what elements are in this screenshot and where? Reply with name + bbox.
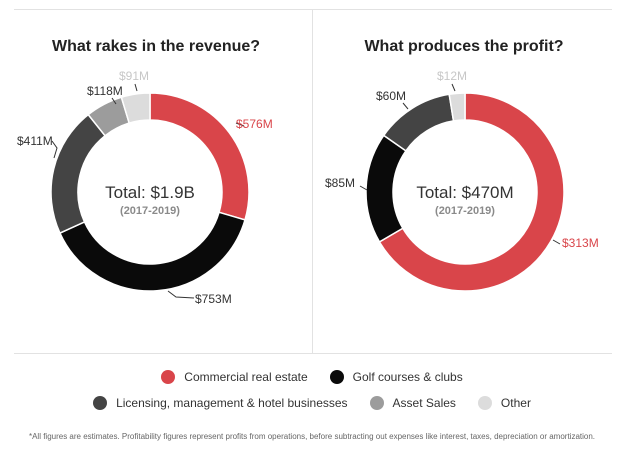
legend-swatch-licensing <box>93 396 108 410</box>
legend-swatch-commercial <box>161 370 176 384</box>
revenue-chart-title: What rakes in the revenue? <box>51 38 261 55</box>
revenue-slice-licensing <box>50 113 107 235</box>
footnote: *All figures are estimates. Profitabilit… <box>28 432 596 441</box>
profit-leader-other <box>451 83 456 92</box>
profit-chart-title: What produces the profit? <box>364 38 564 55</box>
legend-item-commercial: Commercial real estate <box>161 370 308 384</box>
legend-label-golf: Golf courses & clubs <box>352 370 463 384</box>
revenue-data-label-golf: $753M <box>195 292 232 306</box>
legend-swatch-golf <box>329 370 344 384</box>
revenue-data-label-asset-sales: $118M <box>87 84 123 98</box>
profit-center-total: Total: $470M <box>416 183 513 202</box>
legend-row-1: Commercial real estate Golf courses & cl… <box>0 370 624 384</box>
legend-label-other: Other <box>500 396 531 410</box>
legend-row-2: Licensing, management & hotel businesses… <box>0 396 624 410</box>
profit-slice-other <box>448 92 466 122</box>
revenue-leader-asset-sales <box>111 97 117 105</box>
center-divider <box>312 9 313 353</box>
profit-data-label-licensing: $60M <box>376 89 406 103</box>
revenue-center-period: (2017-2019) <box>120 205 180 217</box>
revenue-leader-other <box>134 83 138 92</box>
revenue-leader-commercial <box>235 122 245 127</box>
profit-center-period: (2017-2019) <box>435 205 495 217</box>
legend-item-licensing: Licensing, management & hotel businesses <box>93 396 348 410</box>
revenue-slice-golf <box>58 211 246 292</box>
legend-swatch-asset-sales <box>369 396 384 410</box>
legend-label-licensing: Licensing, management & hotel businesses <box>116 396 348 410</box>
profit-data-label-commercial: $313M <box>562 236 599 250</box>
profit-leader-licensing <box>402 102 409 110</box>
revenue-data-label-commercial: $576M <box>236 117 273 131</box>
profit-leader-golf <box>359 185 368 191</box>
legend-swatch-other <box>477 396 492 410</box>
legend-label-commercial: Commercial real estate <box>184 370 308 384</box>
legend-divider <box>14 353 612 354</box>
revenue-leader-golf <box>167 290 195 299</box>
revenue-data-label-other: $91M <box>119 69 149 83</box>
donut-charts: $576M $753M $411M $118M$91M Total: $1.9B (201… <box>17 69 599 306</box>
profit-slice-golf <box>365 134 407 243</box>
profit-leader-commercial <box>552 239 561 245</box>
legend-item-asset-sales: Asset Sales <box>369 396 456 410</box>
top-divider <box>14 9 612 10</box>
profit-data-label-golf: $85M <box>325 176 355 190</box>
revenue-data-label-licensing: $411M <box>17 134 53 148</box>
legend-item-golf: Golf courses & clubs <box>329 370 463 384</box>
legend-item-other: Other <box>477 396 531 410</box>
legend-label-asset-sales: Asset Sales <box>392 396 456 410</box>
profit-data-label-other: $12M <box>437 69 467 83</box>
revenue-leader-licensing <box>51 140 58 159</box>
revenue-center-total: Total: $1.9B <box>105 183 195 202</box>
profit-slice-commercial <box>378 92 565 292</box>
revenue-slice-other <box>120 92 151 125</box>
